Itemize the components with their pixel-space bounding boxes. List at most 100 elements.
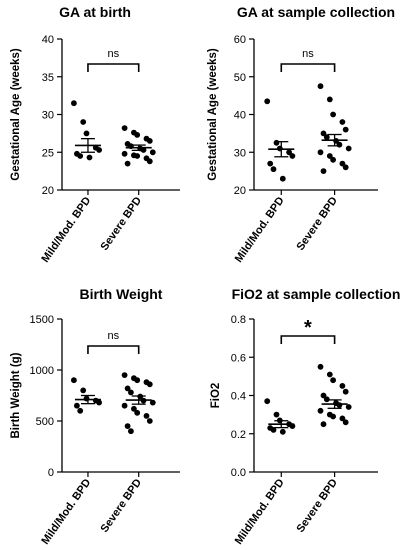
data-point	[146, 138, 153, 144]
data-point	[127, 389, 134, 396]
data-point	[330, 377, 336, 384]
data-point	[86, 154, 93, 161]
y-axis-label: Gestational Age (weeks)	[207, 48, 219, 181]
data-point	[326, 153, 333, 159]
data-point	[134, 409, 141, 416]
data-point	[83, 130, 90, 137]
y-axis-label: FiO2	[210, 383, 222, 409]
data-point	[330, 413, 336, 420]
data-point	[121, 125, 128, 131]
y-tick-label: 500	[36, 416, 54, 428]
chart-title: FiO2 at sample collection	[232, 286, 401, 302]
data-point	[71, 377, 77, 384]
data-point	[342, 126, 349, 133]
data-point	[286, 149, 292, 156]
chart-title: GA at birth	[59, 4, 131, 20]
x-tick-label: Mild/Mod. BPD	[39, 195, 93, 265]
data-point	[320, 421, 327, 428]
y-tick-label: 0.8	[231, 314, 246, 326]
data-point	[149, 149, 156, 156]
x-tick-label: Severe BPD	[294, 195, 340, 253]
y-tick-label: 30	[42, 110, 54, 122]
data-point	[131, 405, 137, 412]
data-point	[342, 388, 349, 395]
data-point	[121, 402, 128, 409]
data-point	[270, 166, 277, 173]
significance-bracket	[280, 335, 336, 344]
data-point	[121, 372, 128, 378]
data-point	[146, 381, 153, 388]
y-tick-label: 0.0	[231, 467, 246, 479]
chart-panel-3: Birth Weight Birth Weight (g) 0 500 1000 1500…	[10, 286, 180, 547]
data-point	[339, 160, 346, 167]
data-point	[143, 413, 150, 419]
data-point	[317, 149, 324, 156]
y-tick-label: 0.2	[231, 429, 246, 441]
data-point	[96, 147, 102, 153]
y-axis-label: Gestational Age (weeks)	[10, 48, 22, 181]
data-point	[317, 407, 324, 414]
data-point	[320, 168, 327, 175]
y-tick-label: 20	[234, 185, 246, 197]
data-point	[146, 418, 153, 424]
significance-bracket	[87, 63, 140, 72]
x-tick-label: Severe BPD	[99, 195, 145, 253]
data-point	[124, 423, 131, 429]
chart-panel-2: GA at sample collection Gestational Age (…	[207, 4, 395, 265]
data-point	[80, 119, 87, 125]
data-point	[323, 134, 330, 141]
data-point	[279, 428, 286, 435]
data-point	[146, 158, 153, 165]
data-point	[342, 419, 349, 426]
data-point	[336, 141, 343, 148]
data-point	[326, 96, 333, 103]
x-tick-label: Mild/Mod. BPD	[233, 195, 287, 265]
data-point	[339, 119, 346, 125]
data-point	[342, 164, 349, 171]
y-tick-label: 25	[42, 147, 54, 159]
data-point	[134, 132, 141, 138]
y-tick-label: 20	[42, 185, 54, 197]
significance-label: ns	[108, 48, 120, 60]
y-tick-label: 0.6	[231, 352, 246, 364]
significance-bracket	[280, 63, 336, 72]
x-tick-label: Severe BPD	[294, 477, 340, 535]
chart-panel-4: FiO2 at sample collection FiO2 0.0 0.2 0.4 0.…	[210, 286, 400, 547]
data-point	[134, 153, 141, 159]
x-tick-label: Severe BPD	[99, 477, 145, 535]
data-point	[320, 130, 327, 137]
y-tick-label: 50	[234, 72, 246, 84]
data-point	[317, 83, 324, 90]
data-point	[77, 153, 84, 159]
data-point	[289, 153, 296, 159]
y-tick-label: 1000	[30, 365, 54, 377]
x-tick-label: Mild/Mod. BPD	[233, 477, 287, 547]
chart-title: GA at sample collection	[237, 4, 395, 20]
data-point	[124, 385, 131, 392]
data-point	[134, 377, 141, 384]
data-point	[80, 387, 87, 394]
significance-label: ns	[302, 48, 314, 60]
data-point	[267, 160, 274, 167]
y-tick-label: 1500	[30, 314, 54, 326]
y-tick-label: 0	[48, 467, 54, 479]
x-tick-label: Mild/Mod. BPD	[39, 477, 93, 547]
data-point	[127, 428, 134, 435]
data-point	[71, 100, 77, 107]
data-point	[339, 383, 346, 389]
data-point	[330, 111, 336, 118]
data-point	[74, 402, 80, 409]
data-point	[149, 399, 156, 406]
data-point	[124, 160, 131, 167]
y-tick-label: 30	[234, 147, 246, 159]
data-point	[96, 399, 102, 406]
significance-label: ns	[108, 330, 120, 342]
data-point	[121, 150, 128, 157]
data-point	[330, 156, 336, 163]
data-point	[264, 398, 271, 405]
data-point	[323, 396, 330, 403]
data-point	[317, 363, 324, 370]
y-tick-label: 60	[234, 34, 246, 46]
data-point	[264, 98, 271, 105]
